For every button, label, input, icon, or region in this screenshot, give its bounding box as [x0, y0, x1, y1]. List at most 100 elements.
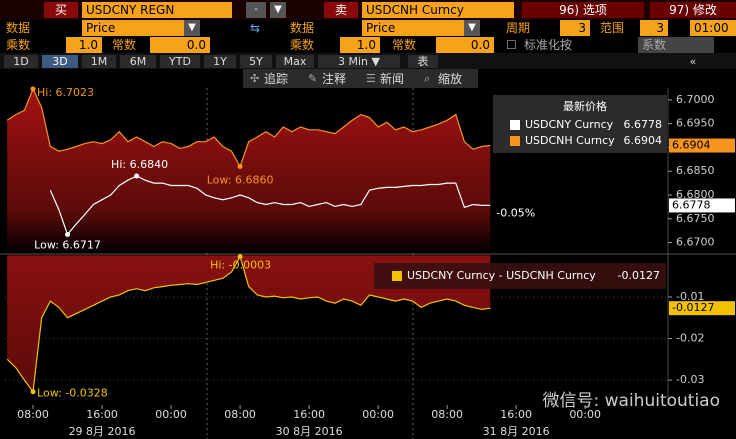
- legend-box: [493, 95, 667, 153]
- annotation: Low: 6.6860: [207, 173, 274, 186]
- date-label: 30 8月 2016: [276, 425, 343, 438]
- dropdown[interactable]: -: [246, 2, 266, 18]
- tool-bar: ✣ 追踪 ✎ 注释 ☰ 新闻 ⌕ 缩放: [0, 69, 736, 88]
- range-button[interactable]: 1M: [82, 55, 116, 68]
- legend-label: USDCNY Curncy: [525, 118, 614, 131]
- options-button[interactable]: 96) 选项: [522, 2, 644, 18]
- sell-label: 卖: [324, 2, 358, 18]
- last-value-label: 6.6904: [672, 139, 711, 152]
- tool-icon[interactable]: ☰: [366, 72, 376, 85]
- multiplier-row: 乘数 1.0 常数 0.0 乘数 1.0 常数 0.0 ☐ 标准化按 系数: [0, 37, 736, 53]
- constant-input[interactable]: 0.0: [150, 37, 210, 53]
- sell-ticker[interactable]: USDCNH Curncy: [362, 2, 514, 18]
- range-button[interactable]: Max: [276, 55, 314, 68]
- x-tick-label: 16:00: [86, 408, 118, 421]
- tool-icon[interactable]: ✣: [250, 72, 260, 85]
- swap-icon[interactable]: ⇆: [250, 21, 261, 35]
- extreme-point: [30, 86, 36, 92]
- legend-value: -0.0127: [618, 269, 660, 282]
- data-row: 数据 Price ▼ ⇆ 数据 Price ▼ 周期 3 范围 3 01:00: [0, 20, 736, 37]
- buy-label: 买: [44, 2, 78, 18]
- tool-button[interactable]: 注释: [322, 72, 347, 86]
- dropdown[interactable]: ▼: [184, 20, 200, 36]
- legend-label: USDCNH Curncy: [525, 134, 615, 147]
- date-label: 31 8月 2016: [483, 425, 550, 438]
- area: [7, 255, 491, 392]
- last-value-box: [669, 301, 735, 316]
- data-label: 数据: [6, 21, 31, 35]
- last-value-box: [669, 138, 735, 153]
- normalize-select[interactable]: 系数: [638, 37, 714, 53]
- range-button[interactable]: 5Y: [240, 55, 272, 68]
- normalize-label: 标准化按: [524, 38, 573, 52]
- watermark: 微信号: waihuitoutiao: [543, 391, 721, 411]
- multiplier-label: 乘数: [6, 38, 31, 52]
- x-tick-label: 00:00: [362, 408, 394, 421]
- date-label: 29 8月 2016: [69, 425, 136, 438]
- period-input[interactable]: 3: [560, 20, 590, 36]
- x-tick-label: 00:00: [155, 408, 187, 421]
- modify-button[interactable]: 97) 修改: [650, 2, 736, 18]
- line: [6, 87, 491, 168]
- constant-label: 常数: [112, 38, 137, 52]
- range-bar: « 1D 3D 1M 6M YTD 1Y 5Y Max 3 Min ▼ 表: [0, 53, 736, 69]
- line: [6, 255, 491, 394]
- annotation: Hi: 6.7023: [37, 86, 94, 99]
- tool-button[interactable]: 缩放: [438, 72, 463, 86]
- x-tick-label: 08:00: [431, 408, 463, 421]
- tool-icon[interactable]: ✎: [308, 72, 318, 85]
- tool-icon[interactable]: ⌕: [424, 72, 431, 85]
- extreme-point: [237, 254, 243, 260]
- checkbox[interactable]: ☐: [506, 38, 517, 52]
- constant-label: 常数: [392, 38, 417, 52]
- range-button[interactable]: YTD: [160, 55, 200, 68]
- dropdown[interactable]: ▼: [270, 2, 286, 18]
- range-input[interactable]: 3: [640, 20, 668, 36]
- dropdown[interactable]: ▼: [464, 20, 480, 36]
- last-value-label: 6.6778: [672, 198, 711, 211]
- legend-title: 最新价格: [563, 99, 607, 113]
- range-button[interactable]: 1Y: [204, 55, 236, 68]
- y-tick-label: -0.02: [676, 332, 704, 345]
- range-label: 范围: [600, 21, 625, 35]
- legend-value: 6.6778: [624, 118, 663, 131]
- range-button[interactable]: 3 Min ▼: [318, 55, 400, 68]
- y-tick-label: 6.6700: [676, 236, 715, 249]
- x-tick-label: 00:00: [569, 408, 601, 421]
- multiplier-input[interactable]: 1.0: [66, 37, 102, 53]
- range-button[interactable]: 表: [408, 55, 438, 68]
- data-select[interactable]: Price: [82, 20, 200, 36]
- ticker-row: 买 USDCNY REGN - ▼ 卖 USDCNH Curncy 96) 选项…: [0, 0, 736, 20]
- tool-button[interactable]: 新闻: [380, 72, 405, 86]
- x-tick-label: 08:00: [224, 408, 256, 421]
- legend-swatch: [510, 136, 520, 146]
- legend-value: 6.6904: [624, 134, 663, 147]
- data-select[interactable]: Price: [362, 20, 480, 36]
- collapse-button[interactable]: «: [650, 55, 736, 68]
- y-tick-label: 6.7000: [676, 93, 715, 106]
- change-label: -0.05%: [496, 206, 535, 219]
- extreme-point: [134, 173, 140, 179]
- tool-panel: [243, 69, 478, 88]
- buy-ticker[interactable]: USDCNY REGN: [82, 2, 232, 18]
- range-button[interactable]: 6M: [120, 55, 156, 68]
- extreme-point: [237, 163, 243, 169]
- multiplier-label: 乘数: [290, 38, 315, 52]
- y-tick-label: 6.6950: [676, 117, 715, 130]
- annotation: Hi: 6.6840: [111, 158, 168, 171]
- range-button[interactable]: 1D: [4, 55, 38, 68]
- multiplier-input[interactable]: 1.0: [340, 37, 380, 53]
- period-label: 周期: [506, 21, 531, 35]
- annotation: Low: 6.6717: [34, 238, 101, 251]
- legend-box: [374, 263, 666, 289]
- time-input[interactable]: 01:00: [690, 20, 736, 36]
- range-button[interactable]: 3D: [42, 55, 78, 68]
- extreme-point: [30, 389, 36, 395]
- y-tick-label: 6.6750: [676, 212, 715, 225]
- tool-button[interactable]: 追踪: [264, 72, 289, 86]
- constant-input[interactable]: 0.0: [436, 37, 494, 53]
- legend-swatch: [392, 271, 402, 281]
- line: [49, 175, 491, 236]
- annotation: Low: -0.0328: [37, 387, 108, 400]
